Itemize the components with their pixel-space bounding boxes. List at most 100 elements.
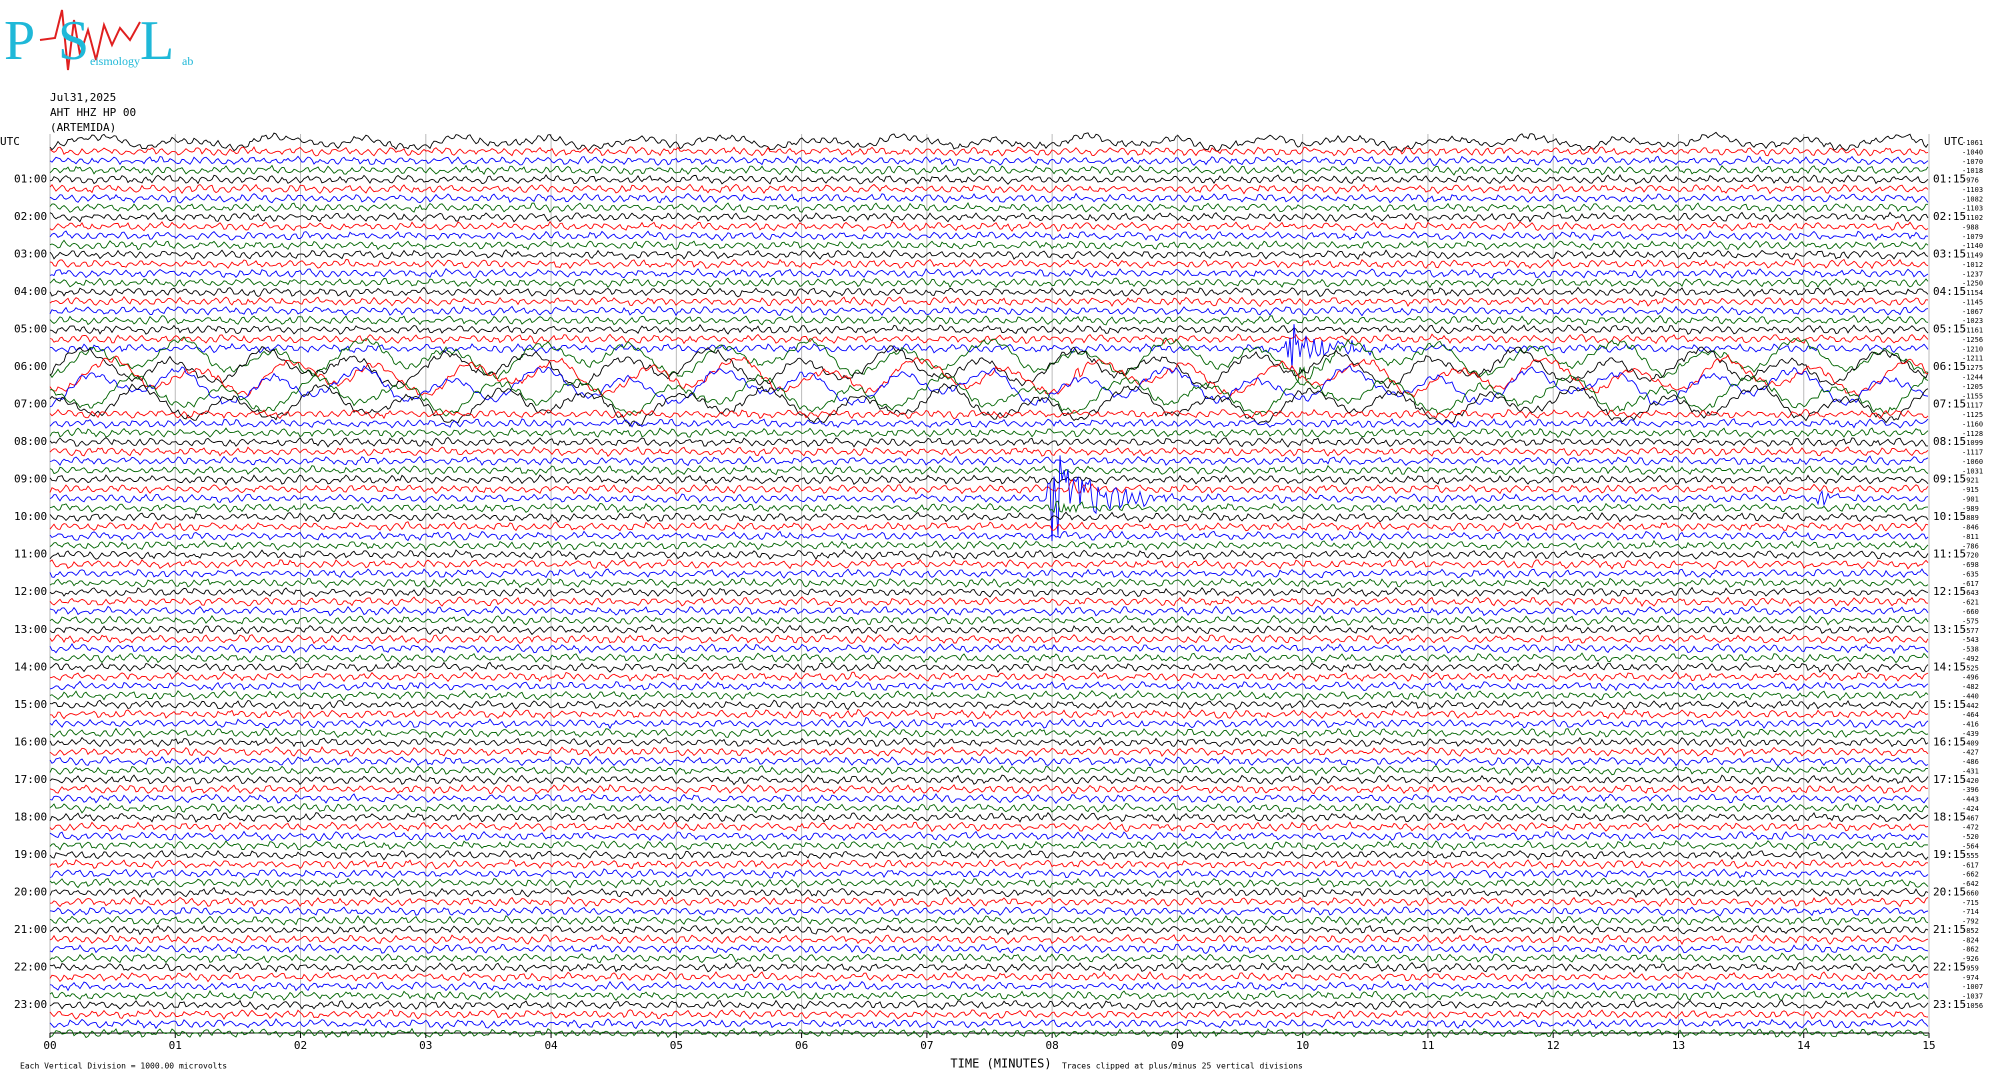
trace-label: -1102 [1962,214,1983,222]
x-tick-label: 07 [920,1039,933,1052]
hour-label-left: 09:00 [14,473,47,486]
trace [49,464,1929,476]
hour-label-left: 08:00 [14,435,47,448]
timezone-left: UTC [0,135,20,148]
trace [49,220,1929,232]
trace [49,990,1929,1001]
trace-label: -577 [1962,627,1979,635]
trace [49,568,1929,579]
hour-label-right: 14:15 [1933,660,1966,673]
trace-label: -811 [1962,533,1979,541]
trace-label: -824 [1962,936,1979,944]
x-tick-label: 06 [795,1039,808,1052]
trace [49,877,1929,889]
hour-label-right: 07:15 [1933,398,1966,411]
trace [49,511,1929,523]
trace [49,324,1929,369]
trace-label: -442 [1962,702,1979,710]
trace [49,1027,1929,1039]
trace [49,736,1929,748]
trace [49,943,1929,955]
hour-label-left: 12:00 [14,585,47,598]
hour-label-left: 17:00 [14,773,47,786]
hour-label-right: 02:15 [1933,210,1966,223]
x-tick-label: 15 [1922,1039,1935,1052]
hour-label-left: 19:00 [14,848,47,861]
trace-label: -989 [1962,505,1979,513]
trace-label: -431 [1962,767,1979,775]
trace-label: -439 [1962,730,1979,738]
trace [49,896,1929,908]
trace-label: -416 [1962,721,1979,729]
trace-label: -1149 [1962,252,1983,260]
trace-label: -492 [1962,655,1979,663]
hour-label-right: 04:15 [1933,285,1966,298]
x-tick-label: 02 [294,1039,307,1052]
trace [49,934,1929,945]
trace-label: -621 [1962,599,1979,607]
x-tick-label: 03 [419,1039,432,1052]
trace [49,821,1929,833]
trace [49,652,1929,664]
clip-note: Traces clipped at plus/minus 25 vertical… [1062,1062,1303,1071]
trace-label: -1145 [1962,298,1983,306]
trace-label: -974 [1962,974,1979,982]
trace [49,840,1929,851]
trace [49,345,1929,390]
trace-label: -443 [1962,796,1979,804]
hour-label-right: 19:15 [1933,848,1966,861]
station: AHT HHZ HP 00 [50,106,136,119]
trace [49,980,1929,992]
trace [49,858,1928,870]
trace [49,924,1929,936]
hour-label-left: 23:00 [14,998,47,1011]
trace [49,586,1929,598]
hour-label-left: 04:00 [14,285,47,298]
trace-label: -1060 [1962,458,1983,466]
hour-label-left: 18:00 [14,810,47,823]
trace [49,539,1929,552]
trace [49,211,1929,223]
x-tick-label: 05 [670,1039,683,1052]
trace-label: -1275 [1962,364,1983,372]
hour-label-right: 05:15 [1933,323,1966,336]
hour-label-right: 16:15 [1933,735,1966,748]
hour-label-right: 10:15 [1933,510,1966,523]
timezone-right: UTC [1944,135,1964,148]
trace-label: -901 [1962,495,1979,503]
hour-label-right: 06:15 [1933,360,1966,373]
trace-label: -1161 [1962,327,1983,335]
trace [49,446,1929,457]
trace-label: -1007 [1962,983,1983,991]
trace [49,323,1929,335]
trace [49,455,1929,467]
trace [49,479,1929,495]
trace-label: -1244 [1962,374,1983,382]
trace-label: -1070 [1962,158,1983,166]
trace-label: -1103 [1962,186,1983,194]
x-tick-label: 00 [43,1039,56,1052]
trace [49,286,1929,298]
hour-label-right: 22:15 [1933,960,1966,973]
trace [49,230,1929,242]
trace-label: -921 [1962,477,1979,485]
trace-label: -976 [1962,177,1979,185]
trace [49,624,1929,636]
trace [49,596,1929,607]
hour-label-left: 14:00 [14,660,47,673]
trace [49,811,1929,823]
hour-label-right: 01:15 [1933,173,1966,186]
trace [49,671,1929,683]
logo-letter: L [140,10,174,72]
trace [49,277,1929,289]
trace [49,605,1929,617]
trace-label: -635 [1962,570,1979,578]
trace-label: -424 [1962,805,1979,813]
trace [49,680,1929,692]
trace [49,661,1929,673]
trace [49,765,1929,776]
trace-label: -427 [1962,749,1979,757]
trace-label: -852 [1962,927,1979,935]
trace-label: -1082 [1962,195,1983,203]
trace [49,914,1929,927]
